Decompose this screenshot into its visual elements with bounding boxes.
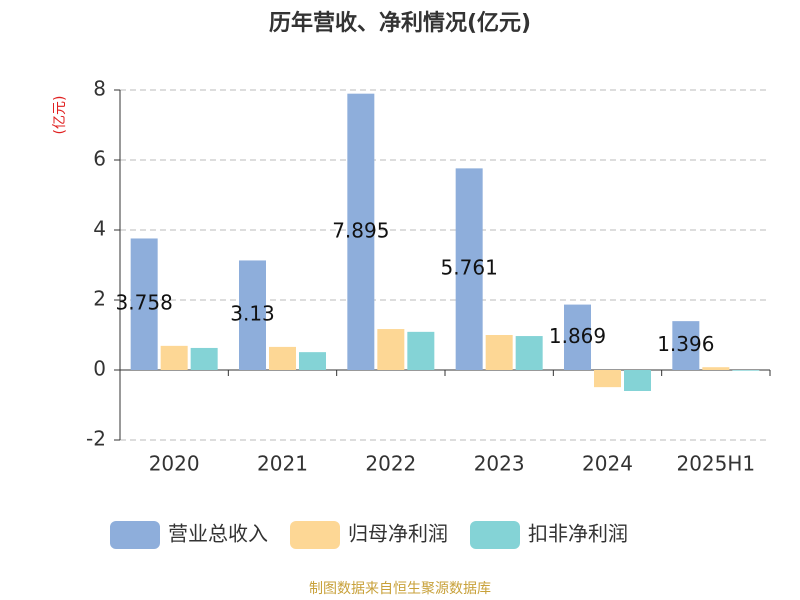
bar bbox=[130, 238, 158, 370]
bar bbox=[594, 370, 621, 388]
data-label: 3.13 bbox=[230, 302, 275, 326]
bar bbox=[624, 370, 651, 391]
legend-label: 归母净利润 bbox=[348, 522, 448, 546]
legend-swatch bbox=[470, 521, 520, 549]
y-tick-label: 2 bbox=[93, 287, 106, 311]
legend-swatch bbox=[110, 521, 160, 549]
x-tick-label: 2023 bbox=[474, 452, 525, 476]
bar bbox=[485, 335, 513, 370]
y-tick-label: 8 bbox=[93, 77, 106, 101]
data-label: 5.761 bbox=[441, 256, 498, 280]
bar bbox=[347, 93, 375, 371]
chart-title: 历年营收、净利情况(亿元) bbox=[269, 10, 531, 36]
bar bbox=[732, 370, 760, 371]
bar bbox=[564, 304, 591, 370]
bar bbox=[377, 329, 405, 370]
bar bbox=[299, 352, 326, 370]
bar bbox=[160, 345, 188, 370]
bar bbox=[190, 347, 218, 370]
x-tick-label: 2024 bbox=[582, 452, 633, 476]
bar bbox=[239, 260, 266, 370]
y-tick-label: -2 bbox=[86, 427, 106, 451]
x-tick-label: 2021 bbox=[257, 452, 308, 476]
data-label: 3.758 bbox=[116, 291, 173, 315]
legend-label: 扣非净利润 bbox=[528, 522, 628, 546]
y-tick-label: 6 bbox=[93, 147, 106, 171]
data-label: 7.895 bbox=[332, 218, 389, 242]
x-tick-label: 2022 bbox=[365, 452, 416, 476]
bar bbox=[702, 367, 730, 370]
legend-swatch bbox=[290, 521, 340, 549]
data-label: 1.396 bbox=[657, 332, 714, 356]
y-axis-label: (亿元) bbox=[52, 96, 68, 135]
x-tick-label: 2025H1 bbox=[676, 452, 755, 476]
x-tick-label: 2020 bbox=[149, 452, 200, 476]
bar bbox=[407, 331, 435, 370]
y-tick-label: 0 bbox=[93, 357, 106, 381]
bar bbox=[515, 336, 543, 370]
source-note: 制图数据来自恒生聚源数据库 bbox=[309, 581, 491, 597]
legend-label: 营业总收入 bbox=[168, 522, 268, 546]
bar bbox=[672, 321, 700, 370]
bar bbox=[455, 168, 483, 370]
data-label: 1.869 bbox=[549, 324, 606, 348]
bar bbox=[269, 346, 296, 370]
y-tick-label: 4 bbox=[93, 217, 106, 241]
